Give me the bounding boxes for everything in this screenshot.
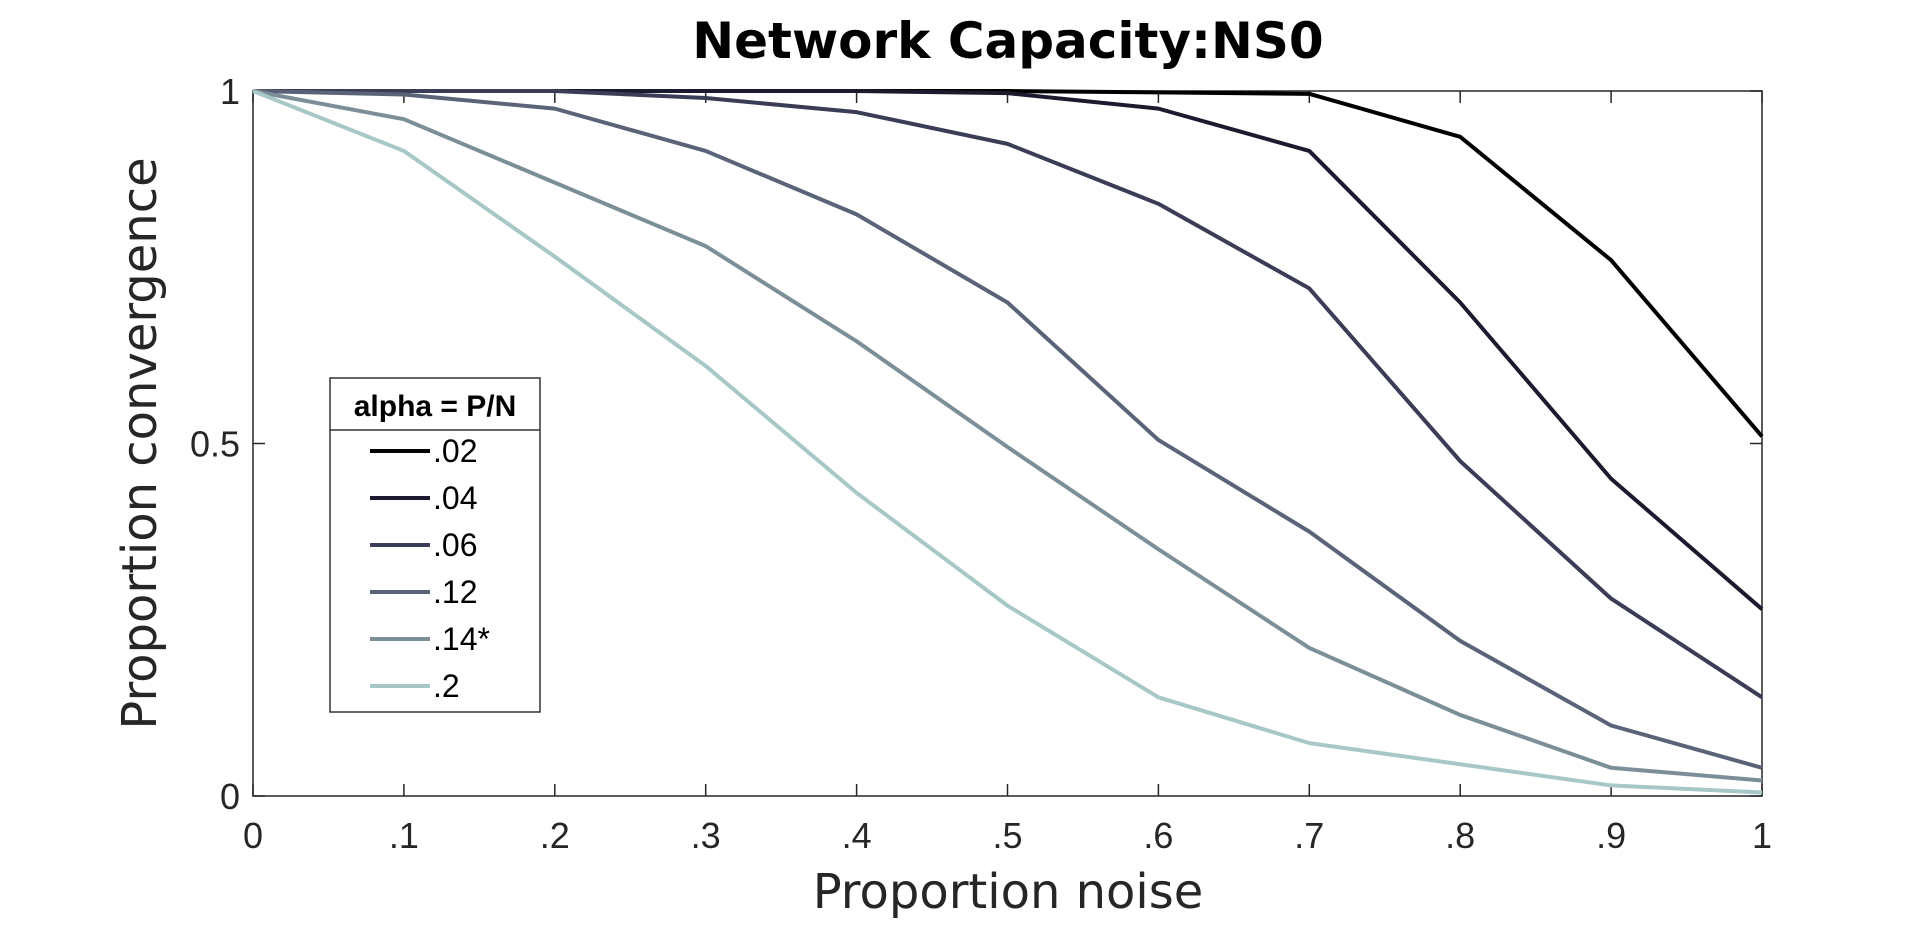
x-tick-label: .5 [992, 815, 1022, 856]
legend-title: alpha = P/N [354, 390, 517, 423]
legend-box [329, 377, 541, 713]
plot-area: 0 .1 .2 .3 .4 .5 .6 .7 .8 .9 1 0 0.5 1 [190, 71, 1772, 856]
x-tick-label: .3 [691, 815, 721, 856]
chart-title: Network Capacity:NS0 [692, 12, 1323, 70]
series-line [252, 89, 1763, 783]
x-tick-label: .9 [1596, 815, 1626, 856]
y-tick-label: 0 [220, 776, 240, 817]
y-tick-label: 0.5 [190, 424, 240, 465]
x-tick-label: 0 [243, 815, 263, 856]
legend: alpha = P/N .02 .04 .06 .12 .14* .2 [329, 377, 541, 713]
series-line [252, 89, 1763, 770]
x-tick-label: .4 [842, 815, 872, 856]
series-line [253, 89, 1764, 699]
x-axis-label: Proportion noise [813, 864, 1204, 920]
legend-entry-label: .06 [433, 527, 477, 563]
legend-entry-label: .04 [433, 480, 477, 516]
y-tick-label: 1 [220, 71, 240, 112]
x-tick-label: .6 [1143, 815, 1173, 856]
legend-entry-label: .2 [433, 668, 460, 704]
x-tick-label: .8 [1445, 815, 1475, 856]
y-axis-label: Proportion convergence [112, 157, 168, 729]
legend-entry-label: .14* [433, 621, 490, 657]
legend-entry-label: .12 [433, 574, 477, 610]
legend-entry-label: .02 [433, 433, 477, 469]
series-line [252, 89, 1763, 795]
x-tick-label: .7 [1294, 815, 1324, 856]
x-tick-label: .1 [389, 815, 419, 856]
x-tick-label: .2 [540, 815, 570, 856]
x-tick-label: 1 [1752, 815, 1772, 856]
